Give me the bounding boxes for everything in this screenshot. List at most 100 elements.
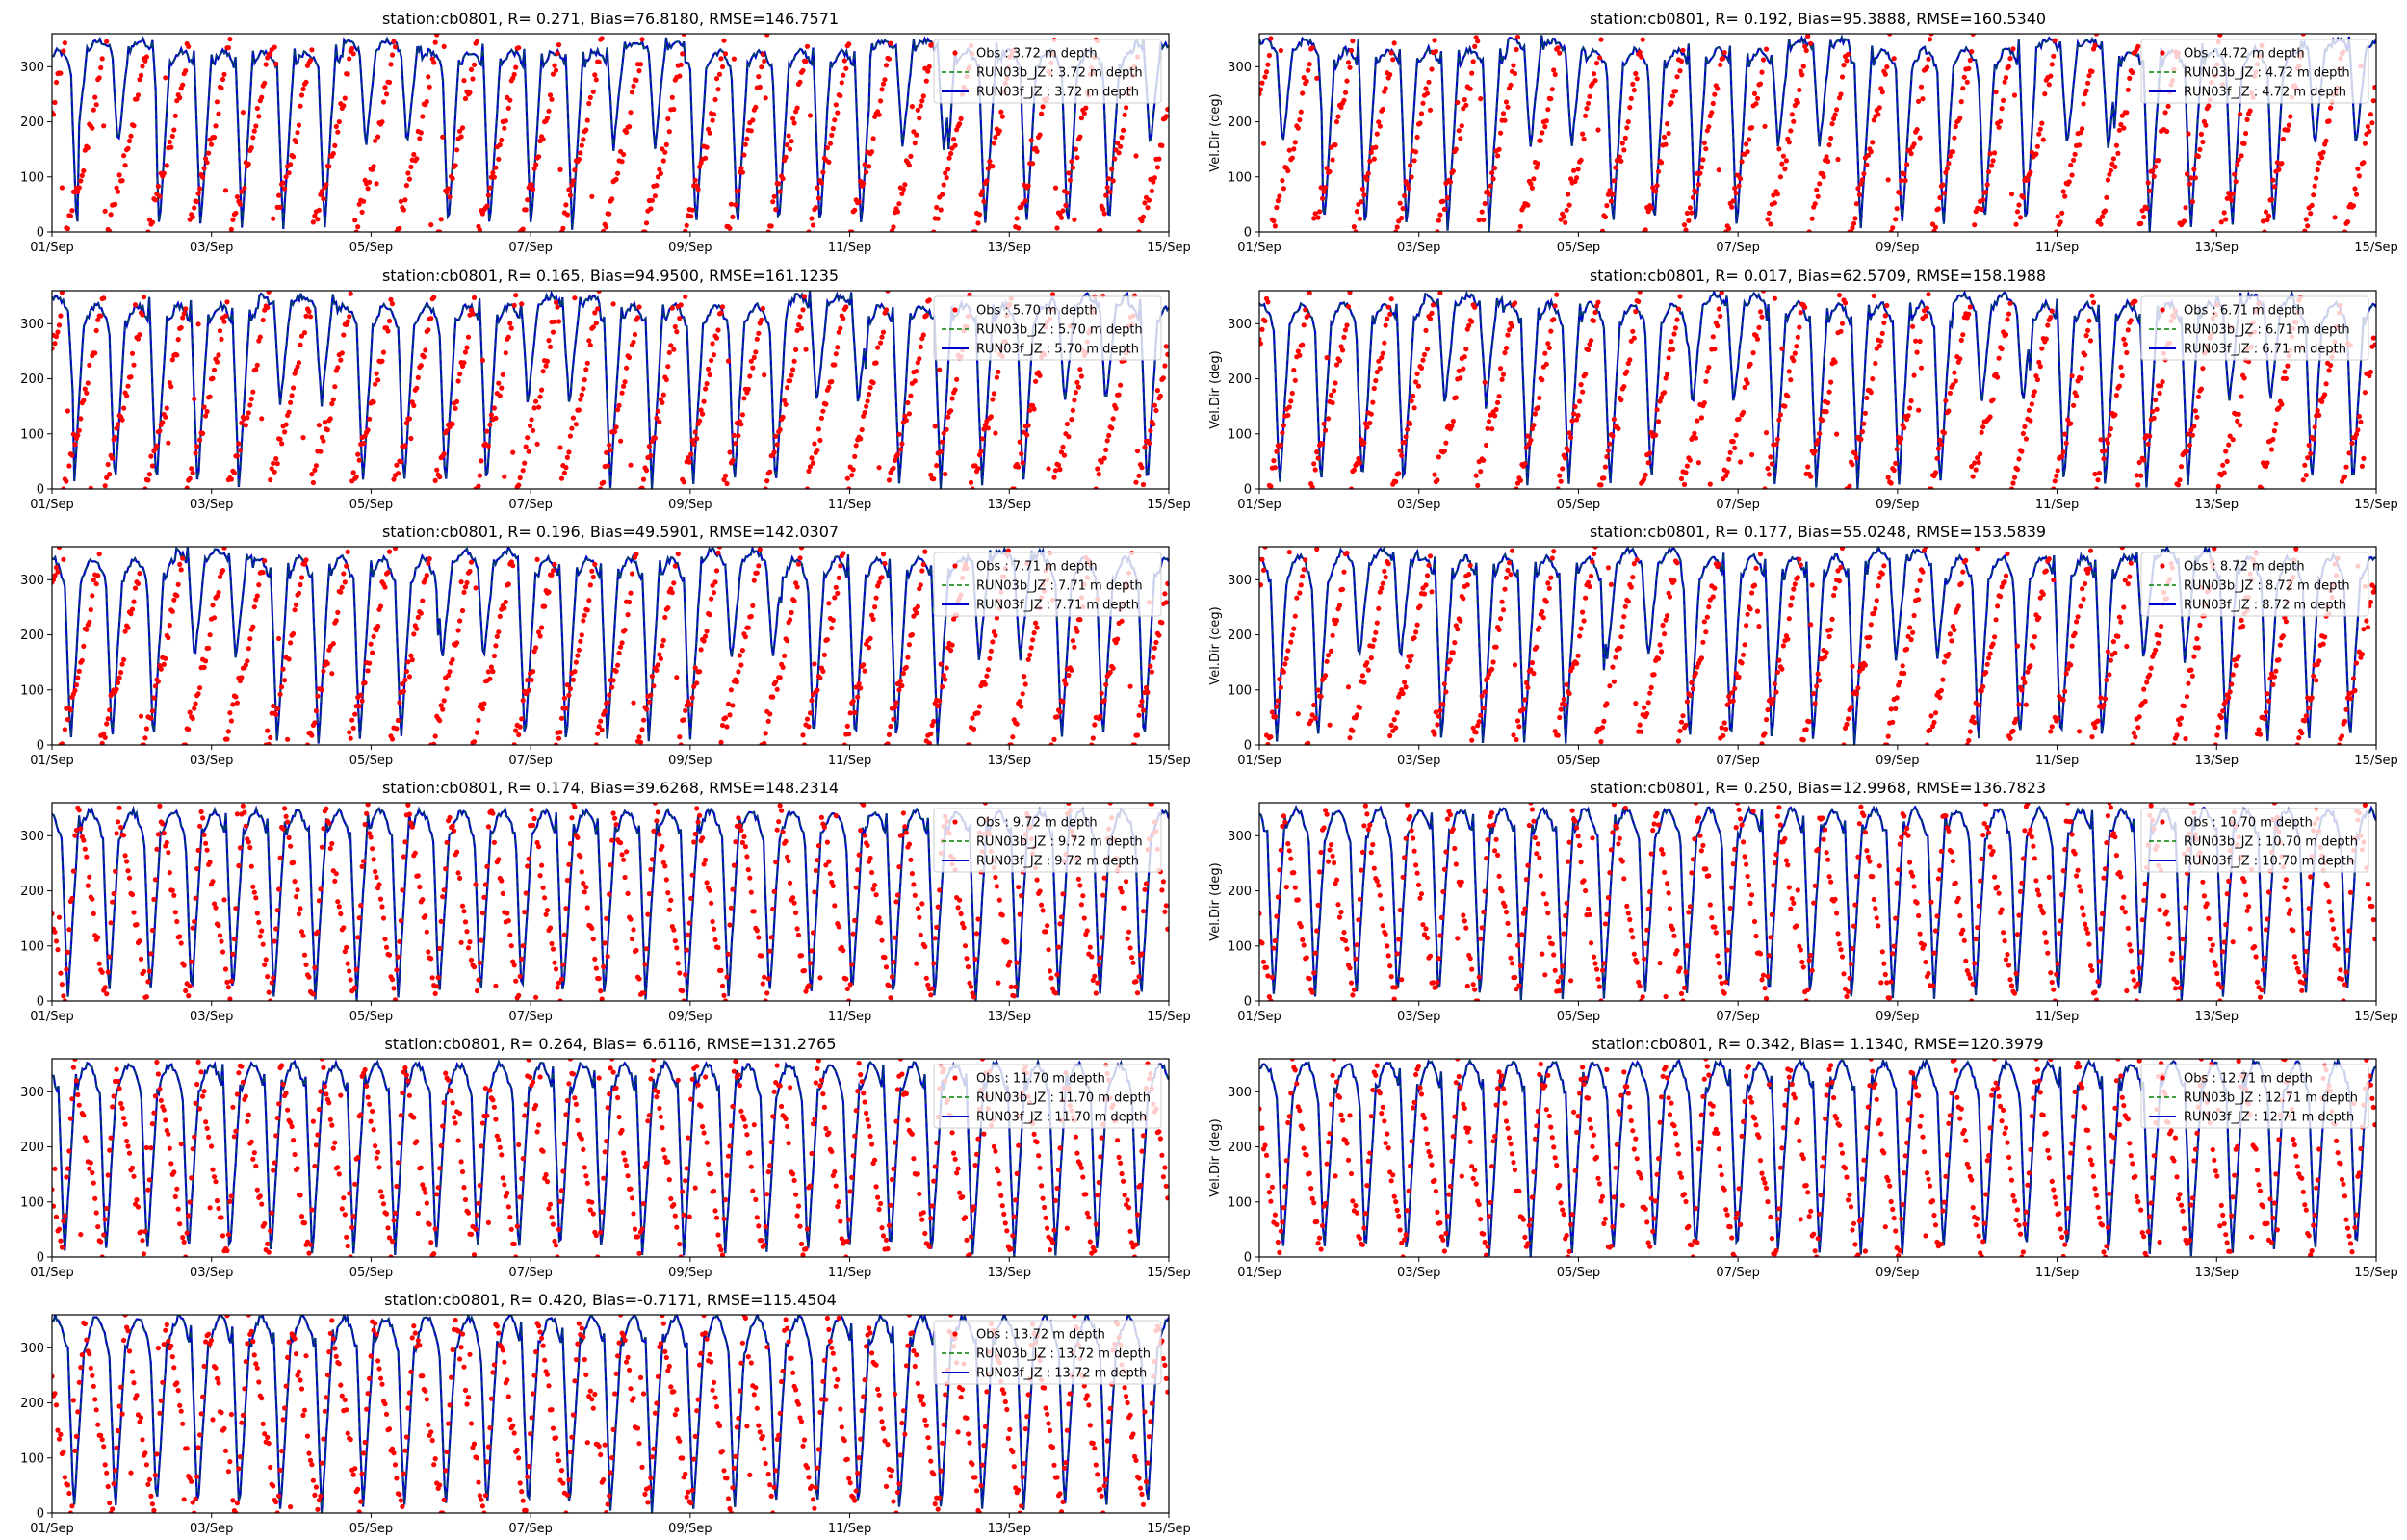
obs-point bbox=[459, 125, 466, 131]
obs-point bbox=[164, 405, 169, 411]
obs-point bbox=[105, 461, 111, 468]
obs-point bbox=[467, 568, 473, 575]
obs-point bbox=[276, 192, 282, 198]
obs-point bbox=[496, 156, 502, 162]
obs-point bbox=[371, 633, 376, 640]
obs-point bbox=[143, 54, 149, 60]
obs-point bbox=[1303, 307, 1308, 313]
obs-point bbox=[1938, 442, 1944, 448]
obs-point bbox=[1146, 197, 1152, 203]
obs-point bbox=[316, 207, 322, 213]
obs-point bbox=[824, 637, 831, 643]
obs-point bbox=[1932, 710, 1939, 716]
obs-point bbox=[976, 704, 983, 709]
obs-point bbox=[810, 460, 816, 466]
obs-point bbox=[1908, 151, 1914, 157]
obs-point bbox=[1980, 683, 1986, 690]
obs-point bbox=[1564, 207, 1569, 213]
obs-point bbox=[1916, 407, 1922, 413]
obs-point bbox=[126, 138, 133, 144]
obs-point bbox=[2083, 580, 2088, 587]
obs-point bbox=[1067, 177, 1073, 183]
obs-point bbox=[1409, 174, 1414, 180]
legend-box bbox=[933, 295, 1162, 361]
obs-point bbox=[2229, 197, 2235, 203]
obs-point bbox=[1260, 141, 1267, 146]
obs-point bbox=[1388, 296, 1394, 302]
obs-point bbox=[1950, 149, 1955, 155]
obs-point bbox=[1617, 154, 1622, 160]
obs-point bbox=[361, 198, 367, 204]
obs-point bbox=[1072, 644, 1077, 651]
obs-point bbox=[1450, 418, 1456, 424]
obs-point bbox=[1618, 397, 1624, 403]
obs-point bbox=[1960, 332, 1966, 338]
obs-point bbox=[944, 426, 949, 432]
obs-point bbox=[104, 38, 110, 44]
obs-point bbox=[1633, 70, 1639, 77]
obs-point bbox=[1756, 324, 1762, 330]
obs-point bbox=[678, 302, 684, 308]
obs-point bbox=[2195, 153, 2201, 160]
obs-point bbox=[152, 197, 158, 203]
obs-point bbox=[923, 313, 929, 319]
obs-point bbox=[1733, 432, 1739, 438]
obs-point bbox=[375, 134, 381, 140]
obs-point bbox=[2046, 556, 2052, 562]
obs-point bbox=[764, 34, 770, 38]
obs-point bbox=[629, 90, 635, 95]
obs-point bbox=[935, 216, 941, 221]
obs-point bbox=[788, 146, 793, 152]
obs-point bbox=[1946, 651, 1952, 657]
obs-point bbox=[84, 390, 90, 396]
obs-point bbox=[1891, 56, 1897, 62]
obs-point bbox=[1947, 153, 1953, 159]
obs-point bbox=[85, 380, 91, 386]
obs-point bbox=[2239, 394, 2244, 399]
obs-point bbox=[1998, 594, 2004, 600]
obs-point bbox=[572, 167, 578, 173]
obs-point bbox=[2181, 218, 2187, 224]
obs-point bbox=[1546, 345, 1552, 350]
obs-point bbox=[1458, 618, 1463, 624]
obs-point bbox=[1580, 609, 1586, 615]
obs-point bbox=[2128, 318, 2134, 323]
obs-point bbox=[809, 698, 815, 704]
obs-point bbox=[1380, 106, 1385, 113]
series-run03b-line bbox=[52, 37, 1169, 230]
obs-point bbox=[2051, 578, 2057, 583]
obs-point bbox=[2023, 436, 2029, 442]
obs-point bbox=[999, 114, 1005, 119]
obs-point bbox=[1935, 446, 1941, 451]
obs-point bbox=[841, 316, 846, 321]
subplot-7: station:cb0801, R= 0.174, Bias=39.6268, … bbox=[20, 779, 1191, 1024]
obs-point bbox=[1542, 124, 1548, 130]
obs-point bbox=[62, 40, 67, 46]
obs-point bbox=[1625, 119, 1631, 125]
obs-point bbox=[1797, 87, 1802, 93]
obs-point bbox=[1765, 706, 1771, 713]
obs-point bbox=[686, 455, 691, 461]
obs-point bbox=[636, 304, 642, 310]
obs-point bbox=[1413, 149, 1419, 155]
obs-point bbox=[1482, 200, 1488, 207]
obs-point bbox=[98, 64, 104, 71]
obs-point bbox=[724, 724, 730, 730]
obs-point bbox=[379, 358, 385, 364]
obs-point bbox=[221, 71, 227, 77]
obs-point bbox=[704, 381, 710, 387]
obs-point bbox=[2210, 228, 2215, 232]
obs-point bbox=[1423, 582, 1429, 588]
obs-point bbox=[2311, 192, 2316, 198]
obs-point bbox=[1139, 218, 1145, 224]
obs-point bbox=[183, 306, 189, 312]
obs-point bbox=[1716, 167, 1721, 173]
obs-point bbox=[613, 668, 619, 675]
obs-point bbox=[2133, 298, 2138, 304]
obs-point bbox=[1960, 569, 1966, 575]
obs-point bbox=[882, 77, 888, 83]
obs-point bbox=[1716, 306, 1721, 312]
obs-point bbox=[55, 569, 61, 575]
obs-point bbox=[78, 416, 84, 422]
obs-point bbox=[65, 226, 70, 232]
